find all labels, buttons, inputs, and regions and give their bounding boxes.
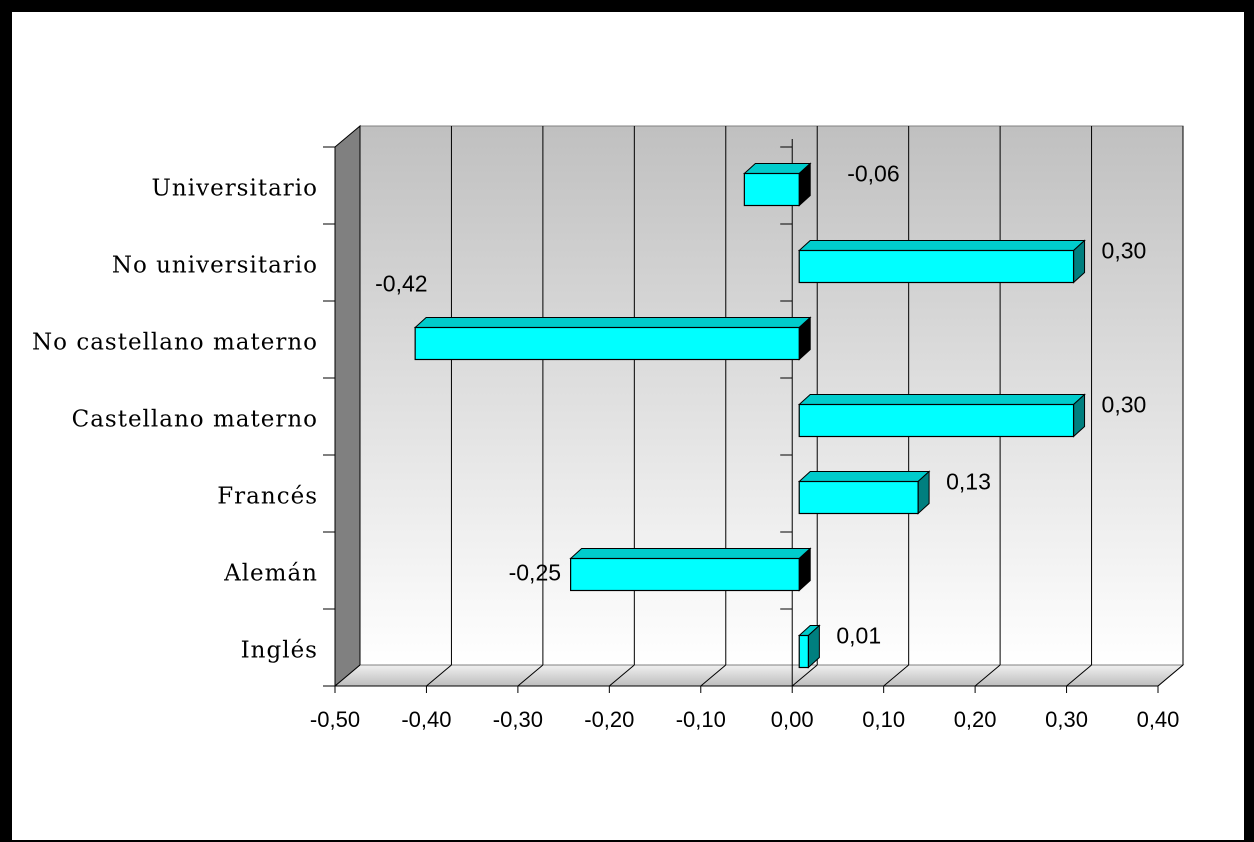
x-tick-label: -0,10	[676, 707, 726, 732]
floor-gridline	[609, 664, 635, 687]
category-labels: Universitario No universitario No castella…	[32, 176, 318, 664]
data-label: 0,13	[946, 469, 991, 495]
floor-gridline	[517, 664, 544, 687]
category-label: Inglés	[241, 638, 318, 664]
floor-gridline	[426, 664, 452, 687]
data-label: -0,25	[509, 560, 561, 586]
bar-4	[797, 393, 1086, 438]
category-label: Alemán	[223, 561, 318, 587]
floor-gridline	[883, 664, 909, 687]
data-label: 0,01	[836, 623, 881, 649]
x-tick-label: 0,10	[862, 707, 905, 732]
data-label: -0,06	[847, 161, 899, 187]
data-label: -0,42	[375, 271, 427, 297]
bar-top-face	[797, 471, 931, 482]
x-tick-label: -0,20	[584, 707, 634, 732]
x-tick-labels: -0,50 -0,40 -0,30 -0,20 -0,10 0,00 0,10 0,20 0,3…	[310, 707, 1179, 732]
bars	[413, 162, 1086, 669]
bar-top-face	[797, 240, 1086, 251]
category-label: No castellano materno	[32, 330, 318, 356]
bar-front-face	[570, 557, 800, 592]
data-label: 0,30	[1102, 392, 1147, 418]
floor-gridline	[1066, 664, 1092, 687]
bar-front-face	[414, 326, 800, 361]
floor-gridline	[974, 664, 1001, 687]
bar-1	[743, 162, 812, 207]
x-tick-label: 0,30	[1045, 707, 1088, 732]
floor-gridline	[791, 664, 818, 687]
category-label: Universitario	[152, 176, 318, 202]
category-label: No universitario	[112, 253, 318, 279]
x-tick-label: 0,40	[1137, 707, 1180, 732]
x-tick-label: -0,30	[493, 707, 543, 732]
bar-top-face	[569, 548, 812, 559]
bar-front-face	[798, 480, 919, 515]
x-tick-label: -0,50	[310, 707, 360, 732]
bar-top-face	[413, 317, 812, 328]
floor-gridline	[334, 664, 361, 687]
bar-7	[797, 624, 821, 669]
bar-3	[413, 316, 812, 361]
bar-front-face	[743, 172, 800, 207]
bar-front-face	[798, 403, 1075, 438]
bar-front-face	[798, 249, 1075, 284]
side-wall	[334, 124, 361, 688]
bar-6	[569, 547, 812, 592]
x-tick-label: -0,40	[401, 707, 451, 732]
floor-gridline	[700, 664, 727, 687]
bar-5	[797, 470, 931, 515]
floor-gridline	[1157, 664, 1184, 687]
category-label: Francés	[217, 484, 318, 510]
floor	[333, 664, 1185, 687]
category-label: Castellano materno	[72, 407, 318, 433]
x-tick-label: 0,00	[771, 707, 814, 732]
axes	[323, 139, 1159, 693]
bar-top-face	[797, 394, 1086, 405]
bar-front-face	[798, 634, 809, 669]
bar-2	[797, 239, 1086, 284]
x-tick-label: 0,20	[954, 707, 997, 732]
data-labels: -0,06 0,30 -0,42 0,30 0,13 -0,25 0,01	[375, 161, 1146, 649]
gridlines	[334, 126, 1184, 687]
data-label: 0,30	[1102, 238, 1147, 264]
